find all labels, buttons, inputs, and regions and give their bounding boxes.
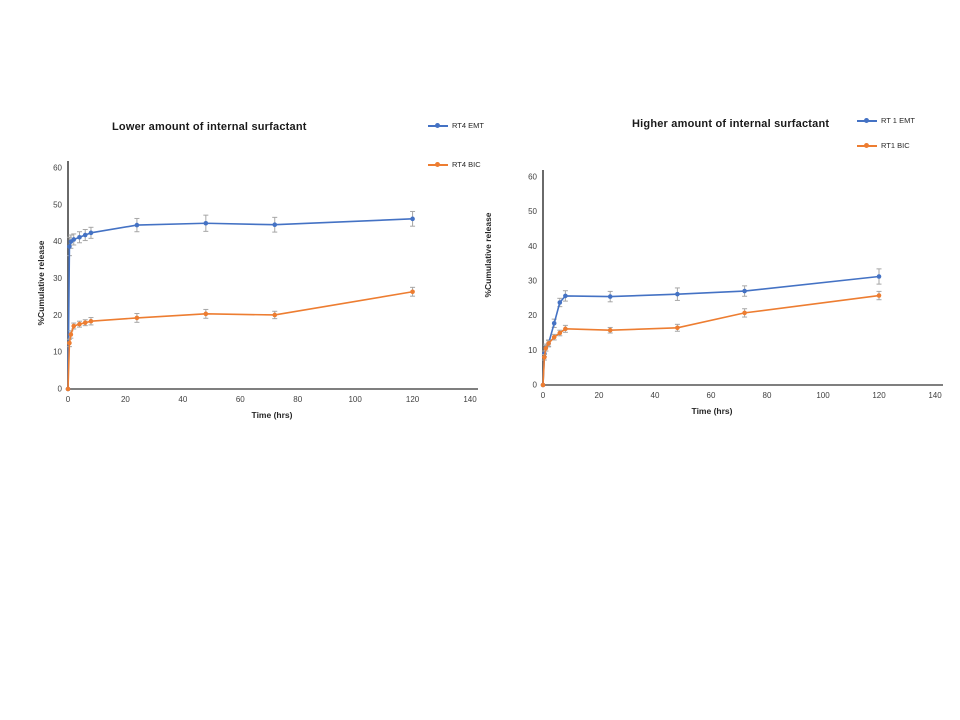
- chart-title-left: Lower amount of internal surfactant: [112, 121, 307, 133]
- svg-text:50: 50: [53, 200, 62, 209]
- svg-text:120: 120: [406, 395, 420, 404]
- svg-text:40: 40: [178, 395, 187, 404]
- release-profile-chart-right: 0 20 40 60 80 100 120 140 0 10 20 30 40 50 60 Time (hrs…: [483, 170, 943, 416]
- svg-text:60: 60: [707, 391, 716, 400]
- svg-text:20: 20: [528, 311, 537, 320]
- svg-text:30: 30: [528, 277, 537, 286]
- svg-text:60: 60: [236, 395, 245, 404]
- svg-text:140: 140: [928, 391, 942, 400]
- svg-text:60: 60: [528, 173, 537, 182]
- legend-item-rt1-emt: RT 1 EMT: [857, 116, 915, 125]
- legend-label: RT1 BIC: [881, 141, 910, 150]
- svg-text:120: 120: [872, 391, 886, 400]
- chart-title-right: Higher amount of internal surfactant: [632, 118, 830, 130]
- svg-text:100: 100: [348, 395, 362, 404]
- series-marker-icon: [428, 161, 448, 168]
- legend-label: RT 1 EMT: [881, 116, 915, 125]
- svg-text:140: 140: [463, 395, 477, 404]
- legend-label: RT4 EMT: [452, 121, 484, 130]
- series-marker-icon: [857, 142, 877, 149]
- svg-text:%Cumulative release: %Cumulative release: [483, 212, 493, 297]
- legend-item-rt4-bic: RT4 BIC: [428, 160, 481, 169]
- svg-text:60: 60: [53, 164, 62, 173]
- svg-text:0: 0: [66, 395, 71, 404]
- svg-text:30: 30: [53, 274, 62, 283]
- legend-label: RT4 BIC: [452, 160, 481, 169]
- svg-text:20: 20: [121, 395, 130, 404]
- svg-text:10: 10: [528, 346, 537, 355]
- svg-text:10: 10: [53, 348, 62, 357]
- legend-item-rt4-emt: RT4 EMT: [428, 121, 484, 130]
- svg-text:100: 100: [816, 391, 830, 400]
- svg-text:40: 40: [528, 242, 537, 251]
- svg-text:20: 20: [53, 311, 62, 320]
- svg-text:0: 0: [533, 381, 538, 390]
- legend-item-rt1-bic: RT1 BIC: [857, 141, 910, 150]
- svg-text:Time (hrs): Time (hrs): [692, 406, 733, 416]
- svg-text:20: 20: [595, 391, 604, 400]
- release-profile-chart-left: 0 20 40 60 80 100 120 140 0 10 20 30 40 50 60 Time (hrs…: [36, 161, 478, 420]
- series-marker-icon: [428, 122, 448, 129]
- svg-text:40: 40: [651, 391, 660, 400]
- svg-text:80: 80: [763, 391, 772, 400]
- series-marker-icon: [857, 117, 877, 124]
- svg-text:0: 0: [541, 391, 546, 400]
- svg-text:Time (hrs): Time (hrs): [252, 410, 293, 420]
- svg-text:%Cumulative release: %Cumulative release: [36, 240, 46, 325]
- svg-text:40: 40: [53, 237, 62, 246]
- svg-text:0: 0: [58, 385, 63, 394]
- svg-text:80: 80: [293, 395, 302, 404]
- svg-text:50: 50: [528, 207, 537, 216]
